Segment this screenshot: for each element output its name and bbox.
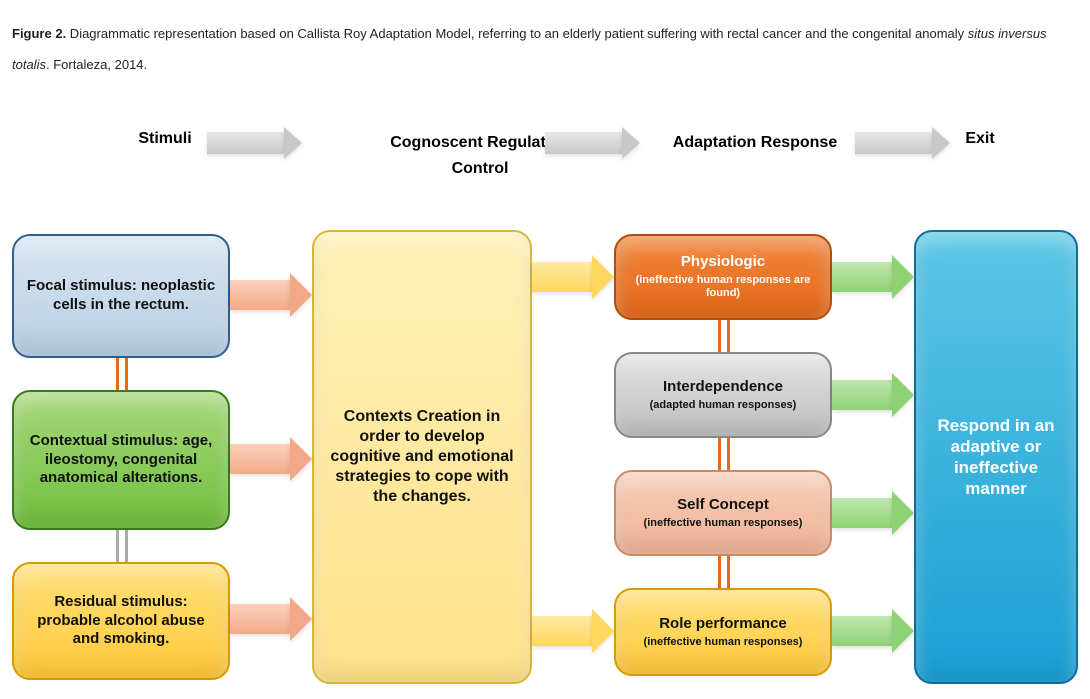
header-arrow-3: [855, 132, 950, 154]
selfc-title: Self Concept: [677, 496, 769, 515]
node-contextual-stimulus: Contextual stimulus: age, ileostomy, con…: [12, 390, 230, 530]
connector-selfc-rolep: [718, 556, 730, 588]
header-arrow-2: [545, 132, 640, 154]
rolep-title: Role performance: [659, 615, 787, 634]
node-focal-stimulus: Focal stimulus: neoplastic cells in the …: [12, 234, 230, 358]
physio-title: Physiologic: [681, 253, 765, 272]
arrow-interdep-exit: [832, 380, 914, 410]
interdep-sub: (adapted human responses): [650, 399, 797, 413]
interdep-title: Interdependence: [663, 378, 783, 397]
control-text: Contexts Creation in order to develop co…: [324, 407, 520, 507]
arrow-selfc-exit: [832, 498, 914, 528]
node-control: Contexts Creation in order to develop co…: [312, 230, 532, 684]
caption-text-2: . Fortaleza, 2014.: [46, 57, 147, 72]
node-physiologic: Physiologic (ineffective human responses…: [614, 234, 832, 320]
node-self-concept: Self Concept (ineffective human response…: [614, 470, 832, 556]
caption-text-1: Diagrammatic representation based on Cal…: [66, 26, 968, 41]
residual-text: Residual stimulus: probable alcohol abus…: [24, 593, 218, 649]
node-exit: Respond in an adaptive or ineffective ma…: [914, 230, 1078, 684]
physio-sub: (ineffective human responses are found): [626, 274, 820, 302]
arrow-control-rolep: [532, 616, 614, 646]
arrow-residual-control: [230, 604, 312, 634]
arrow-physio-exit: [832, 262, 914, 292]
header-arrow-1: [207, 132, 302, 154]
connector-focal-contextual: [116, 358, 128, 390]
exit-text: Respond in an adaptive or ineffective ma…: [926, 415, 1066, 500]
arrow-rolep-exit: [832, 616, 914, 646]
selfc-sub: (ineffective human responses): [644, 517, 803, 531]
node-residual-stimulus: Residual stimulus: probable alcohol abus…: [12, 562, 230, 680]
rolep-sub: (ineffective human responses): [644, 636, 803, 650]
connector-contextual-residual: [116, 530, 128, 562]
caption-prefix: Figure 2.: [12, 26, 66, 41]
focal-text: Focal stimulus: neoplastic cells in the …: [24, 277, 218, 315]
diagram-body: Focal stimulus: neoplastic cells in the …: [12, 230, 1078, 689]
connector-physio-interdep: [718, 320, 730, 352]
contextual-text: Contextual stimulus: age, ileostomy, con…: [24, 432, 218, 488]
arrow-control-physio: [532, 262, 614, 292]
figure-caption: Figure 2. Diagrammatic representation ba…: [12, 18, 1078, 80]
node-interdependence: Interdependence (adapted human responses…: [614, 352, 832, 438]
header-adaptation: Adaptation Response: [660, 130, 850, 156]
connector-interdep-selfc: [718, 438, 730, 470]
node-role-performance: Role performance (ineffective human resp…: [614, 588, 832, 676]
arrow-focal-control: [230, 280, 312, 310]
arrow-contextual-control: [230, 444, 312, 474]
